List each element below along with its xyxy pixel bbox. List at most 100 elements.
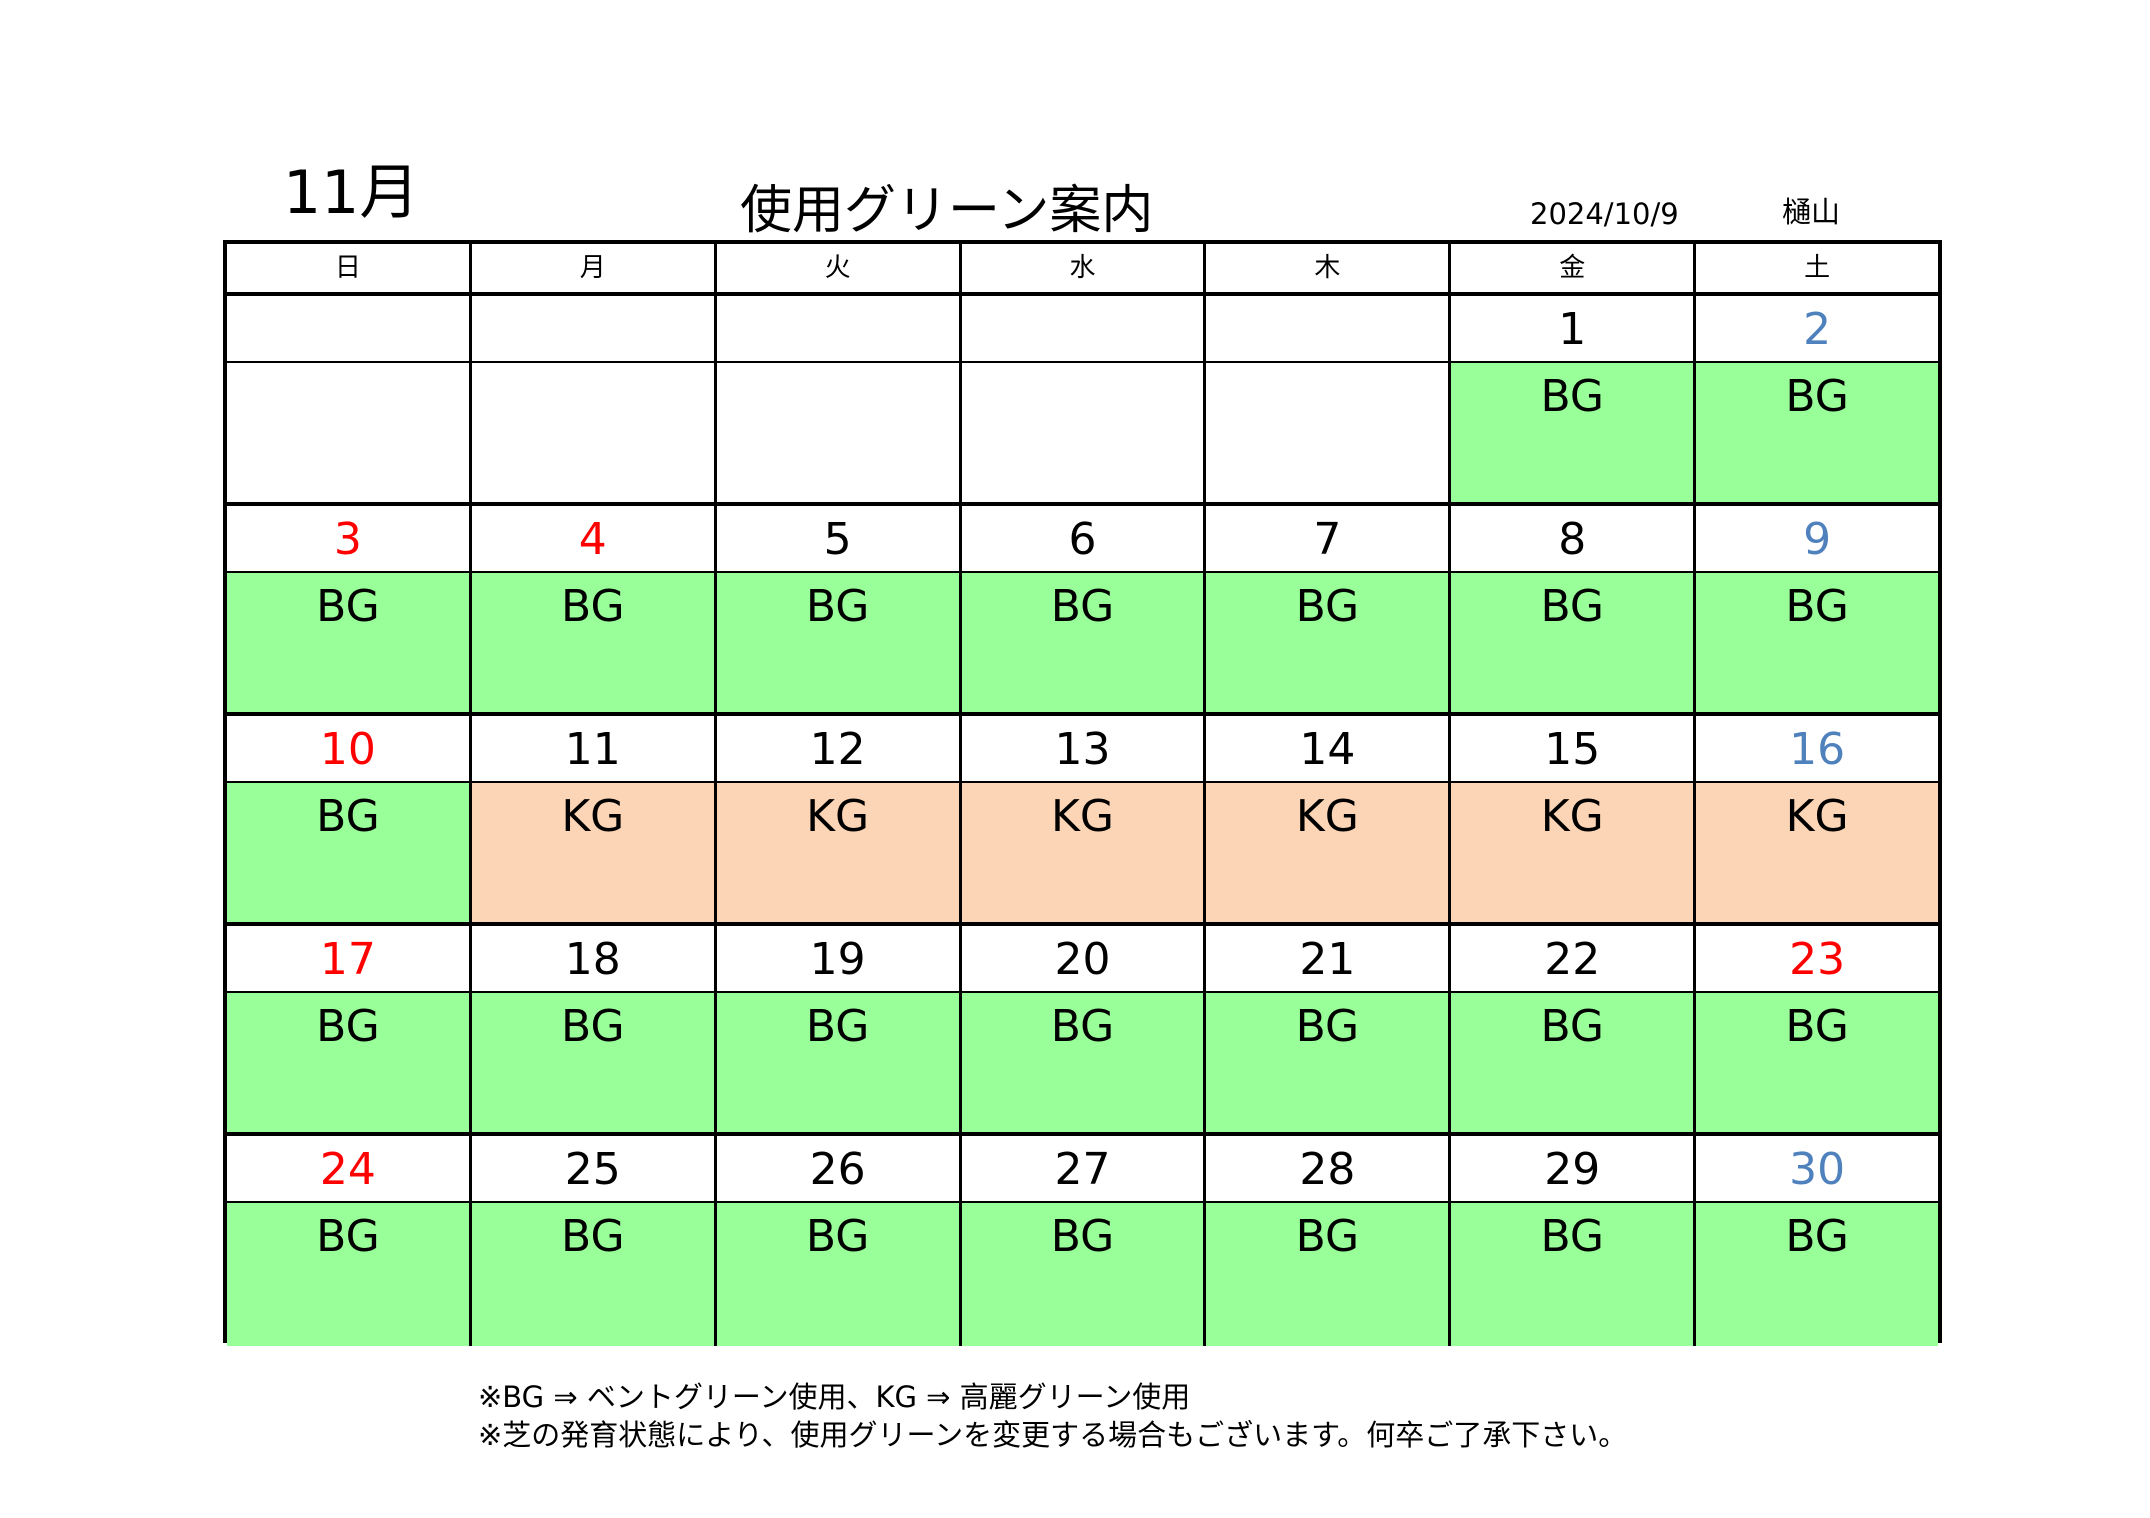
weekday-thu: 木	[1203, 244, 1448, 292]
day-number: 9	[1696, 506, 1939, 573]
day-cell	[1203, 296, 1449, 502]
day-cell: 28 BG	[1203, 1136, 1449, 1346]
day-cell: 14 KG	[1203, 716, 1449, 922]
day-number: 19	[716, 926, 959, 993]
day-cell: 24 BG	[227, 1136, 469, 1346]
day-number: 30	[1696, 1136, 1939, 1203]
day-number: 22	[1451, 926, 1694, 993]
day-number: 27	[961, 1136, 1204, 1203]
weekday-header-row: 日 月 火 水 木 金 土	[227, 244, 1938, 296]
day-number: 11	[471, 716, 714, 783]
green-usage	[227, 363, 469, 502]
day-number: 21	[1206, 926, 1449, 993]
day-cell: 10 BG	[227, 716, 469, 922]
day-cell: 23 BG	[1693, 926, 1939, 1132]
day-cell: 11 KG	[468, 716, 714, 922]
week-row: 1 BG 2 BG	[227, 296, 1939, 506]
day-number: 26	[716, 1136, 959, 1203]
day-cell: 13 KG	[958, 716, 1204, 922]
day-number: 25	[471, 1136, 714, 1203]
day-cell: 2 BG	[1693, 296, 1939, 502]
day-cell: 17 BG	[227, 926, 469, 1132]
green-usage: BG	[471, 993, 714, 1132]
day-number	[471, 296, 714, 363]
day-cell: 16 KG	[1693, 716, 1939, 922]
day-number: 5	[716, 506, 959, 573]
day-number: 6	[961, 506, 1204, 573]
day-cell	[468, 296, 714, 502]
green-usage: BG	[961, 1203, 1204, 1346]
day-cell: 19 BG	[713, 926, 959, 1132]
weekday-sun: 日	[334, 253, 361, 283]
day-cell: 7 BG	[1203, 506, 1449, 712]
day-cell	[958, 296, 1204, 502]
day-cell: 5 BG	[713, 506, 959, 712]
weekday-fri: 金	[1448, 244, 1693, 292]
green-usage: BG	[1696, 573, 1939, 712]
day-cell: 1 BG	[1448, 296, 1694, 502]
green-usage	[717, 363, 959, 502]
green-usage: KG	[1696, 783, 1939, 922]
day-number: 8	[1451, 506, 1694, 573]
green-usage: KG	[1206, 783, 1449, 922]
issue-date: 2024/10/9	[1530, 197, 1679, 231]
green-usage	[472, 363, 714, 502]
weekday-mon: 月	[468, 244, 714, 292]
green-usage: BG	[716, 573, 959, 712]
day-number: 7	[1206, 506, 1449, 573]
day-number: 4	[471, 506, 714, 573]
day-cell: 26 BG	[713, 1136, 959, 1346]
week-row: 3 BG 4 BG 5 BG 6 BG 7 BG 8 BG 9 BG	[227, 506, 1939, 716]
page-title: 使用グリーン案内	[740, 181, 1154, 241]
day-number: 10	[227, 716, 469, 783]
green-usage: BG	[471, 573, 714, 712]
weekday-tue: 火	[713, 244, 959, 292]
weekday-sat: 土	[1693, 244, 1938, 292]
green-usage: BG	[1451, 993, 1694, 1132]
day-number	[716, 296, 959, 363]
day-number: 18	[471, 926, 714, 993]
green-usage: BG	[1206, 1203, 1449, 1346]
day-cell: 3 BG	[227, 506, 469, 712]
day-number: 28	[1206, 1136, 1449, 1203]
day-number: 15	[1451, 716, 1694, 783]
green-usage: BG	[716, 993, 959, 1132]
green-usage: BG	[1206, 993, 1449, 1132]
green-usage: BG	[1451, 1203, 1694, 1346]
green-usage: BG	[227, 1203, 469, 1346]
green-usage: BG	[227, 993, 469, 1132]
green-usage: BG	[1451, 573, 1694, 712]
calendar-grid: 日 月 火 水 木 金 土 1 BG 2 BG 3 BG 4 BG 5 BG 6 BG 7 BG 8 BG 9 B…	[223, 240, 1942, 1346]
green-usage: BG	[961, 993, 1204, 1132]
green-usage: KG	[471, 783, 714, 922]
day-cell: 22 BG	[1448, 926, 1694, 1132]
week-row: 24 BG 25 BG 26 BG 27 BG 28 BG 29 BG 30 BG	[227, 1136, 1939, 1346]
green-usage: KG	[716, 783, 959, 922]
note-legend: ※BG ⇒ ベントグリーン使用、KG ⇒ 高麗グリーン使用	[478, 1380, 1191, 1414]
green-usage: BG	[227, 573, 469, 712]
day-number: 13	[961, 716, 1204, 783]
note-disclaimer: ※芝の発育状態により、使用グリーンを変更する場合もございます。何卒ご了承下さい。	[478, 1418, 1628, 1452]
day-number: 3	[227, 506, 469, 573]
green-usage: BG	[961, 573, 1204, 712]
day-cell: 15 KG	[1448, 716, 1694, 922]
day-number: 12	[716, 716, 959, 783]
day-number: 23	[1696, 926, 1939, 993]
day-cell: 18 BG	[468, 926, 714, 1132]
day-number: 16	[1696, 716, 1939, 783]
day-cell: 6 BG	[958, 506, 1204, 712]
day-number: 1	[1451, 296, 1694, 363]
day-cell: 8 BG	[1448, 506, 1694, 712]
green-usage: KG	[1451, 783, 1694, 922]
notes: ※BG ⇒ ベントグリーン使用、KG ⇒ 高麗グリーン使用 ※芝の発育状態により…	[478, 1378, 1627, 1454]
day-number: 14	[1206, 716, 1449, 783]
green-usage: BG	[1696, 993, 1939, 1132]
week-row: 10 BG 11 KG 12 KG 13 KG 14 KG 15 KG 16 KG	[227, 716, 1939, 926]
day-cell: 12 KG	[713, 716, 959, 922]
green-usage: BG	[1206, 573, 1449, 712]
day-cell: 27 BG	[958, 1136, 1204, 1346]
green-usage: BG	[1696, 363, 1939, 502]
green-usage: BG	[471, 1203, 714, 1346]
day-cell	[227, 296, 469, 502]
day-number: 2	[1696, 296, 1939, 363]
